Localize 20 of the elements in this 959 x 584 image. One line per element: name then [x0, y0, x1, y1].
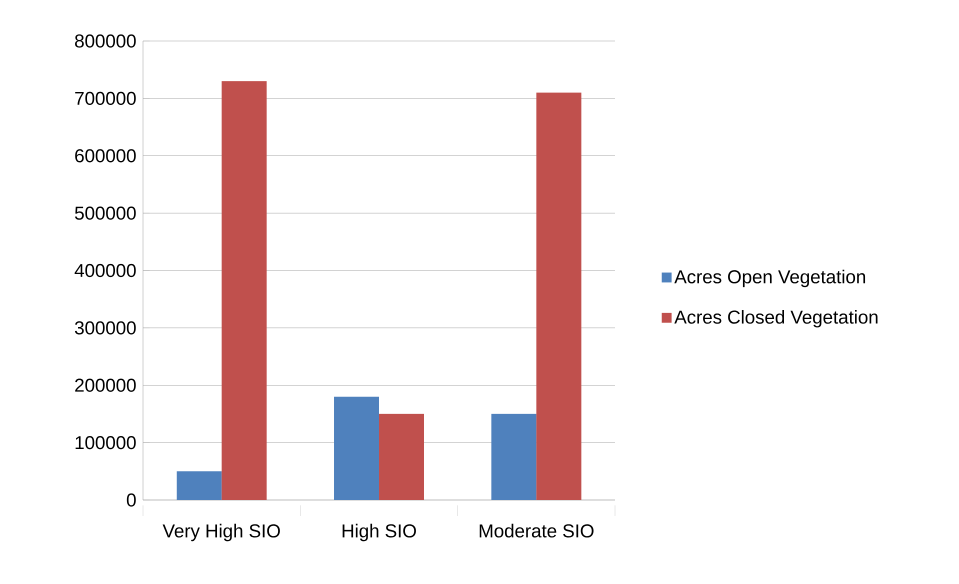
y-tick-label: 700000	[75, 92, 136, 105]
y-tick-label: 800000	[75, 34, 136, 48]
x-tick-label: High SIO	[342, 524, 416, 542]
y-tick-label: 600000	[75, 149, 136, 162]
bar	[491, 414, 536, 500]
y-tick-label: 0	[126, 493, 136, 507]
bar	[379, 414, 424, 500]
bar	[536, 92, 582, 500]
y-tick-label: 200000	[75, 378, 136, 392]
y-tick-label: 300000	[74, 321, 136, 334]
x-tick-label: Very High SIO	[162, 524, 280, 542]
bar	[334, 396, 380, 500]
x-tick-label: Moderate SIO	[480, 524, 594, 538]
bar	[222, 81, 267, 500]
legend-label: Acres Open Vegetation	[674, 270, 866, 288]
bar	[176, 471, 222, 500]
y-tick-label: 500000	[74, 206, 136, 220]
y-tick-label: 100000	[76, 436, 136, 450]
legend-label: Acres Closed Vegetation	[674, 310, 878, 328]
y-tick-label: 400000	[74, 264, 136, 278]
